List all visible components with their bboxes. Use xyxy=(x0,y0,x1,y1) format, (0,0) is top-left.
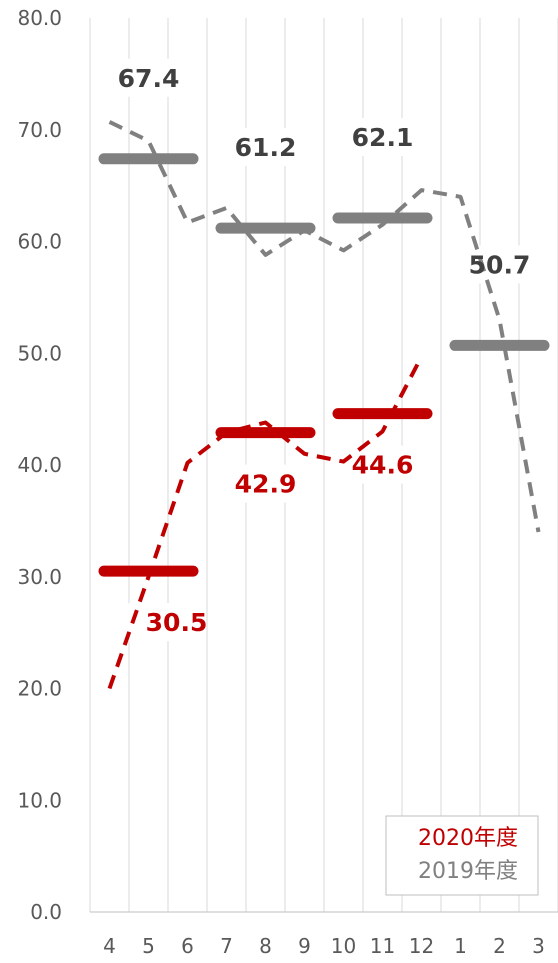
quarter-average-label: 50.7 xyxy=(469,250,531,279)
x-tick-label: 7 xyxy=(220,934,233,958)
y-tick-label: 80.0 xyxy=(17,6,62,30)
gridlines xyxy=(89,18,558,913)
y-tick-label: 60.0 xyxy=(17,230,62,254)
y-tick-label: 50.0 xyxy=(17,341,62,365)
x-tick-label: 1 xyxy=(454,934,467,958)
series-line-1 xyxy=(108,120,541,533)
quarter-average-bars xyxy=(98,153,550,577)
x-tick-label: 2 xyxy=(493,934,506,958)
label-backgrounds xyxy=(108,58,540,642)
y-tick-label: 70.0 xyxy=(17,118,62,142)
quarter-average-labels: 67.4 61.2 62.1 50.7 30.5 42.9 44.6 xyxy=(118,64,531,637)
label-background xyxy=(108,58,189,97)
quarter-average-label: 44.6 xyxy=(352,451,414,480)
y-tick-label: 10.0 xyxy=(17,788,62,812)
x-tick-label: 8 xyxy=(259,934,272,958)
legend: 2020年度 2019年度 xyxy=(385,815,539,896)
series-lines xyxy=(107,120,541,690)
x-axis-ticks: 4 5 6 7 8 9 10 11 12 1 2 3 xyxy=(103,934,545,958)
label-background xyxy=(225,464,306,503)
series-line-0 xyxy=(107,355,424,690)
legend-entry-2020: 2020年度 xyxy=(418,826,518,851)
x-tick-label: 10 xyxy=(331,934,356,958)
x-tick-label: 6 xyxy=(181,934,194,958)
x-tick-label: 9 xyxy=(298,934,311,958)
y-tick-label: 30.0 xyxy=(17,565,62,589)
y-tick-label: 40.0 xyxy=(17,453,62,477)
legend-entry-2019: 2019年度 xyxy=(418,859,518,884)
quarter-average-label: 67.4 xyxy=(118,64,180,93)
label-background xyxy=(342,445,423,484)
label-background xyxy=(459,245,540,284)
quarter-average-label: 42.9 xyxy=(235,470,297,499)
label-background xyxy=(108,603,189,642)
x-tick-label: 4 xyxy=(103,934,116,958)
y-tick-label: 20.0 xyxy=(17,677,62,701)
x-tick-label: 11 xyxy=(370,934,395,958)
y-tick-label: 0.0 xyxy=(30,900,62,924)
quarter-average-label: 30.5 xyxy=(146,608,208,637)
label-background xyxy=(225,128,306,167)
legend-box xyxy=(385,815,539,896)
quarter-average-label: 61.2 xyxy=(235,133,297,162)
quarter-average-label: 62.1 xyxy=(352,123,414,152)
x-tick-label: 3 xyxy=(532,934,545,958)
label-background xyxy=(342,118,423,157)
y-axis-ticks: 0.0 10.0 20.0 30.0 40.0 50.0 60.0 70.0 80.0 xyxy=(17,6,62,924)
x-tick-label: 5 xyxy=(142,934,155,958)
x-tick-label: 12 xyxy=(409,934,434,958)
